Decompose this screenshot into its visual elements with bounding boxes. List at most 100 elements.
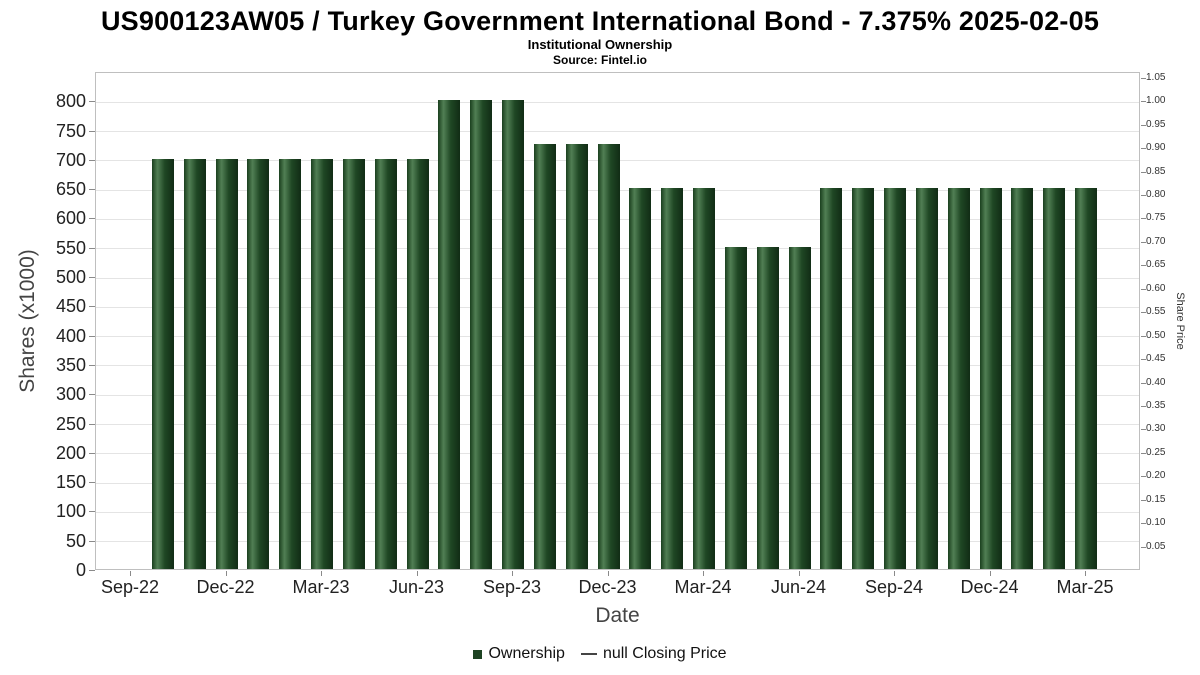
date-axis-tick-label: Dec-23	[578, 577, 637, 597]
shares-axis-tick-mark	[89, 540, 95, 542]
ownership-swatch-icon	[473, 649, 483, 659]
price-axis-tick-label: 0.20	[1146, 470, 1166, 482]
price-axis-tick-mark	[1141, 382, 1146, 384]
price-axis-tick-label: 0.65	[1146, 259, 1166, 271]
bar-Nov-22[interactable]	[183, 158, 206, 569]
price-axis-tick-label: 0.40	[1146, 376, 1166, 388]
shares-axis-tick-label: 400	[55, 325, 86, 346]
price-axis-tick-label: 0.90	[1146, 142, 1166, 154]
price-axis-tick-mark	[1141, 241, 1146, 243]
price-axis-tick-mark	[1141, 335, 1146, 337]
bar-May-24[interactable]	[756, 246, 779, 569]
price-axis-tick-label: 0.60	[1146, 282, 1166, 294]
bar-Mar-23[interactable]	[311, 158, 333, 569]
shares-axis-tick-label: 600	[55, 208, 86, 229]
price-axis-tick-mark	[1141, 312, 1146, 314]
bar-Mar-24[interactable]	[693, 188, 715, 569]
date-axis-tick-mark	[894, 571, 895, 576]
closing-price-line-icon	[580, 653, 597, 655]
date-axis-tick-label: Sep-24	[864, 577, 924, 597]
price-axis-tick-label: 0.45	[1146, 353, 1166, 365]
bar-Jan-24[interactable]	[629, 188, 652, 569]
shares-axis-tick-mark	[89, 277, 95, 279]
bar-Dec-23[interactable]	[597, 144, 620, 569]
gridline	[96, 131, 1139, 133]
bar-Jan-25[interactable]	[1011, 188, 1034, 569]
price-axis-tick-mark	[1141, 452, 1146, 454]
bar-Oct-23[interactable]	[533, 144, 556, 569]
bar-Sep-24[interactable]	[884, 188, 906, 569]
price-axis-tick-label: 0.10	[1146, 517, 1166, 529]
price-axis-tick-label: 0.80	[1146, 189, 1166, 201]
shares-axis-tick-mark	[89, 452, 95, 454]
date-axis-label: Date	[595, 604, 640, 627]
shares-axis-tick-mark	[89, 189, 95, 191]
bar-Jun-24[interactable]	[788, 246, 811, 569]
shares-axis-tick-mark	[89, 394, 95, 396]
legend-item-ownership[interactable]: Ownership	[473, 645, 565, 663]
bar-Dec-24[interactable]	[979, 188, 1002, 569]
price-axis-tick-label: 0.35	[1146, 399, 1166, 411]
shares-axis-tick-label: 300	[55, 384, 86, 405]
price-axis-tick-mark	[1141, 499, 1146, 501]
bar-May-23[interactable]	[374, 158, 397, 569]
bar-Jul-24[interactable]	[820, 188, 843, 569]
bar-Dec-22[interactable]	[215, 158, 238, 569]
price-axis-tick-label: 0.50	[1146, 329, 1166, 341]
bar-Feb-23[interactable]	[279, 158, 302, 569]
shares-axis-tick-label: 350	[55, 354, 86, 375]
date-axis-tick-mark	[1085, 571, 1086, 576]
bar-Sep-23[interactable]	[502, 100, 524, 569]
price-axis-tick-mark	[1141, 218, 1146, 220]
price-axis-tick-mark	[1141, 124, 1146, 126]
price-axis-tick-label: 1.00	[1146, 95, 1166, 107]
bar-Nov-24[interactable]	[947, 188, 970, 569]
price-axis-tick-mark	[1141, 148, 1146, 150]
bar-Apr-23[interactable]	[342, 158, 365, 569]
price-axis-tick-label: 0.55	[1146, 306, 1166, 318]
price-axis-tick-mark	[1141, 171, 1146, 173]
date-axis-tick-label: Dec-22	[196, 577, 255, 597]
shares-axis-tick-mark	[89, 159, 95, 161]
date-axis-tick-mark	[512, 571, 513, 576]
bar-Jun-23[interactable]	[406, 158, 429, 569]
bar-Oct-24[interactable]	[915, 188, 938, 569]
date-axis-tick-label: Mar-25	[1056, 577, 1114, 597]
price-axis-tick-label: 1.05	[1146, 71, 1166, 83]
legend-label-closing-price: null Closing Price	[602, 645, 727, 662]
price-axis-tick-mark	[1141, 288, 1146, 290]
bar-Jul-23[interactable]	[438, 100, 461, 569]
bar-Feb-24[interactable]	[661, 188, 684, 569]
bar-Mar-25[interactable]	[1075, 188, 1097, 569]
shares-axis-tick-label: 0	[75, 560, 86, 580]
price-axis-tick-mark	[1141, 101, 1146, 103]
price-axis-tick-mark	[1141, 546, 1146, 548]
date-axis-tick-label: Sep-23	[482, 577, 542, 597]
price-axis-tick-mark	[1141, 359, 1146, 361]
bar-Feb-25[interactable]	[1043, 188, 1066, 569]
price-axis-tick-mark	[1141, 265, 1146, 267]
bar-Aug-23[interactable]	[470, 100, 493, 569]
date-axis-tick-mark	[798, 571, 800, 576]
bar-Apr-24[interactable]	[724, 246, 747, 569]
plot-area	[95, 72, 1140, 570]
shares-axis-tick-label: 800	[55, 91, 86, 112]
bar-Aug-24[interactable]	[852, 188, 875, 569]
date-axis-tick-label: Jun-23	[388, 577, 445, 597]
shares-axis-tick-label: 150	[55, 472, 86, 493]
date-axis-tick-mark	[130, 571, 131, 576]
price-axis-tick-label: 0.95	[1146, 118, 1166, 130]
shares-axis-tick-mark	[89, 482, 95, 484]
legend-item-closing-price[interactable]: null Closing Price	[580, 645, 727, 663]
shares-axis-tick-mark	[89, 364, 95, 366]
shares-axis-tick-label: 550	[55, 237, 86, 258]
bar-Oct-22[interactable]	[151, 158, 174, 569]
price-axis-tick-mark	[1141, 476, 1146, 478]
bar-Nov-23[interactable]	[565, 144, 588, 569]
price-axis-tick-label: 0.15	[1146, 493, 1166, 505]
shares-axis-tick-mark	[89, 306, 95, 308]
bar-Jan-23[interactable]	[247, 158, 270, 569]
price-axis-tick-label: 0.70	[1146, 235, 1166, 247]
price-axis-tick-label: 0.85	[1146, 165, 1166, 177]
